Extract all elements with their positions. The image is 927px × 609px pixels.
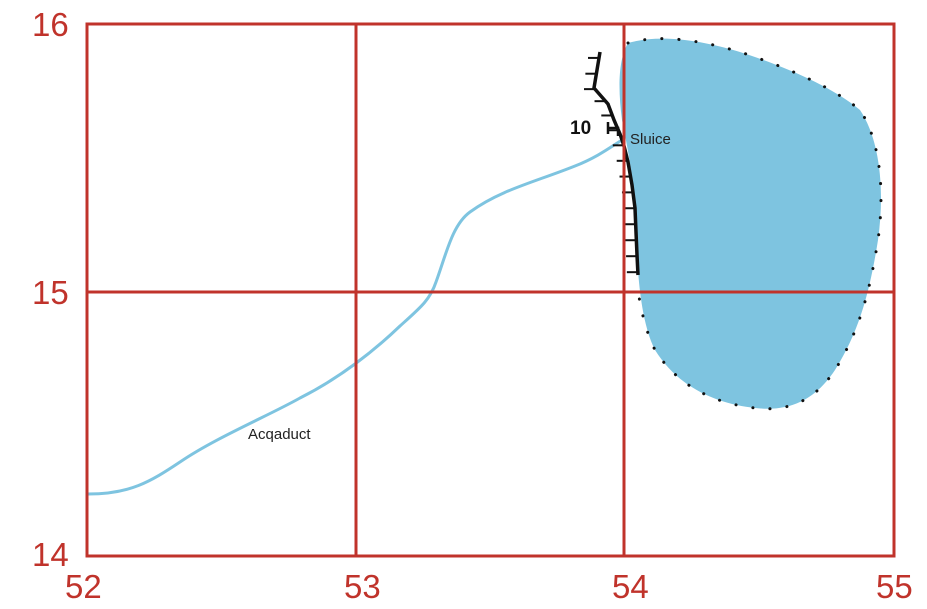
grid-frame bbox=[85, 22, 896, 558]
y-tick-14: 14 bbox=[32, 536, 69, 573]
acqaduct-canal bbox=[87, 138, 623, 496]
reservoir-lake bbox=[619, 38, 881, 409]
x-tick-54: 54 bbox=[612, 568, 649, 605]
contour-tick-marker bbox=[606, 122, 620, 136]
y-tick-16: 16 bbox=[32, 6, 69, 43]
sluice-label: Sluice bbox=[630, 131, 671, 148]
contour-label-10: 10 bbox=[570, 118, 592, 139]
coordinate-grid bbox=[85, 22, 896, 558]
y-tick-15: 15 bbox=[32, 274, 69, 311]
x-tick-55: 55 bbox=[876, 568, 913, 605]
x-tick-53: 53 bbox=[344, 568, 381, 605]
acqaduct-label: Acqaduct bbox=[248, 426, 311, 443]
x-tick-52: 52 bbox=[65, 568, 102, 605]
dam-hatch-marks bbox=[583, 56, 638, 274]
